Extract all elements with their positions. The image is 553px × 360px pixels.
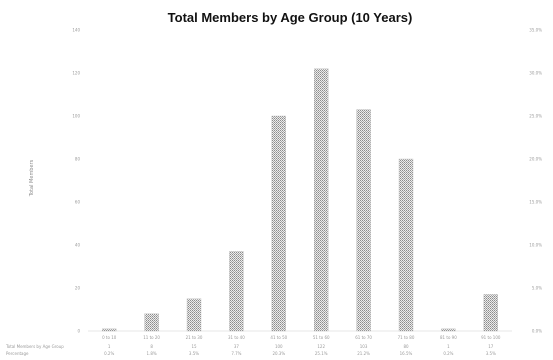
table-cell: 25.1% xyxy=(315,351,328,356)
x-tick-label: 11 to 20 xyxy=(143,335,160,340)
x-tick-label: 41 to 50 xyxy=(270,335,287,340)
table-cell: 1 xyxy=(108,344,111,349)
x-tick-label: 91 to 100 xyxy=(481,335,501,340)
table-cell: 3.5% xyxy=(486,351,496,356)
x-tick-label: 61 to 70 xyxy=(355,335,372,340)
table-cell: 17 xyxy=(488,344,494,349)
table-cell: 80 xyxy=(403,344,409,349)
y-tick-label: 20 xyxy=(75,286,81,291)
bar xyxy=(102,328,117,332)
bar xyxy=(271,115,286,332)
table-row-label: Total Members by Age Group xyxy=(5,344,64,349)
x-tick-label: 51 to 60 xyxy=(313,335,330,340)
bar xyxy=(398,158,414,332)
chart-title: Total Members by Age Group (10 Years) xyxy=(168,10,413,25)
y-tick-label: 140 xyxy=(72,28,80,33)
table-cell: 16.5% xyxy=(400,351,413,356)
x-tick-label: 71 to 80 xyxy=(398,335,415,340)
table-row-label: Percentage xyxy=(6,351,29,356)
x-tick-label: 81 to 90 xyxy=(440,335,457,340)
table-cell: 20.3% xyxy=(272,351,285,356)
y2-tick-label: 0.0% xyxy=(532,329,542,334)
table-cell: 122 xyxy=(317,344,325,349)
table-cell: 100 xyxy=(275,344,283,349)
table-cell: 1 xyxy=(447,344,450,349)
bar xyxy=(483,294,498,332)
y-tick-label: 0 xyxy=(77,329,80,334)
y-tick-label: 60 xyxy=(75,200,81,205)
x-tick-label: 21 to 30 xyxy=(186,335,203,340)
bar xyxy=(186,298,202,332)
table-cell: 1.8% xyxy=(147,351,157,356)
y-tick-label: 100 xyxy=(72,114,80,119)
y-tick-label: 120 xyxy=(72,71,80,76)
bar xyxy=(356,109,371,332)
table-cell: 21.2% xyxy=(357,351,370,356)
y2-tick-label: 5.0% xyxy=(532,286,542,291)
y2-tick-label: 15.0% xyxy=(529,200,542,205)
bar xyxy=(144,313,159,332)
x-tick-label: 31 to 40 xyxy=(228,335,245,340)
y2-tick-label: 25.0% xyxy=(529,114,542,119)
y2-tick-label: 20.0% xyxy=(529,157,542,162)
table-cell: 103 xyxy=(360,344,368,349)
table-cell: 8 xyxy=(150,344,153,349)
bar xyxy=(441,328,456,332)
table-cell: 3.5% xyxy=(189,351,199,356)
y2-tick-label: 30.0% xyxy=(529,71,542,76)
table-cell: 15 xyxy=(191,344,197,349)
table-cell: 0.2% xyxy=(443,351,453,356)
table-cell: 7.7% xyxy=(231,351,241,356)
y-tick-label: 40 xyxy=(75,243,81,248)
y2-tick-label: 35.0% xyxy=(529,28,542,33)
y2-tick-label: 10.0% xyxy=(529,243,542,248)
bar xyxy=(314,68,329,332)
x-tick-label: 0 to 10 xyxy=(102,335,117,340)
bar xyxy=(229,251,244,332)
table-cell: 37 xyxy=(234,344,240,349)
y-tick-label: 80 xyxy=(75,157,81,162)
y-axis-label: Total Members xyxy=(29,159,35,197)
table-cell: 0.2% xyxy=(104,351,114,356)
